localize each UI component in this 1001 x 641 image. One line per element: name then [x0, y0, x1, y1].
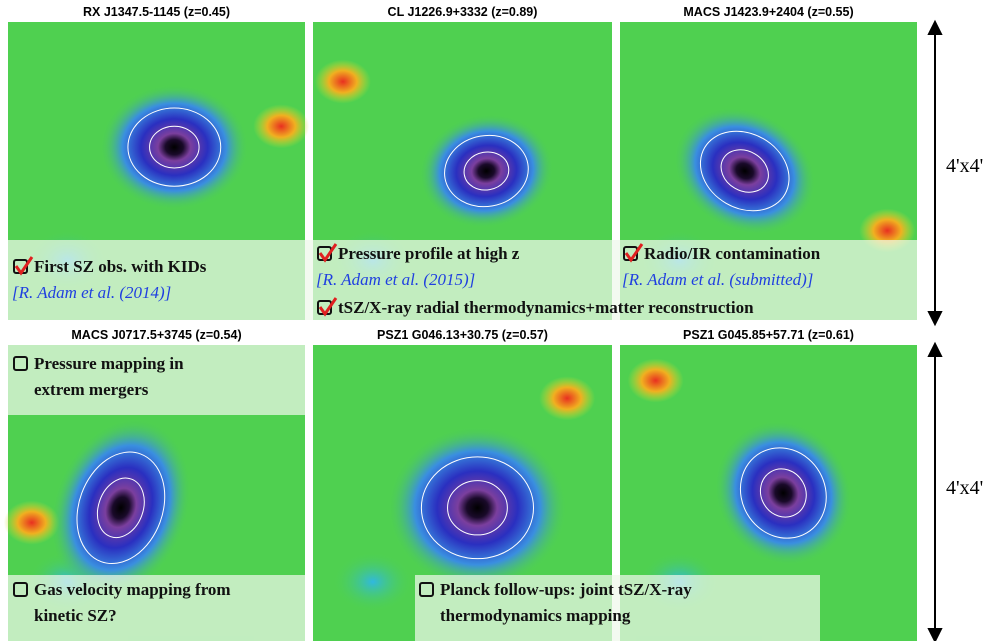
- scale-label: 4'x4': [946, 155, 983, 177]
- panel-title: MACS J0717.5+3745 (z=0.54): [71, 328, 241, 342]
- reference: [R. Adam et al. (2015)]: [316, 270, 475, 289]
- reference: [R. Adam et al. (2014)]: [12, 283, 171, 302]
- annotation-text: Planck follow-ups: joint tSZ/X-ray: [440, 580, 692, 599]
- map-feature: [539, 376, 595, 420]
- annotation-text: Gas velocity mapping from: [34, 580, 231, 599]
- map-feature: [253, 104, 309, 148]
- scale-arrows: [929, 22, 941, 641]
- annotation-text: Pressure mapping in: [34, 354, 184, 373]
- figure: RX J1347.5-1145 (z=0.45) CL J1226.9+3332 …: [0, 0, 1001, 641]
- cluster-signal: [388, 426, 567, 589]
- reference: [R. Adam et al. (submitted)]: [622, 270, 813, 289]
- map-feature: [333, 552, 413, 612]
- annotation-text: Radio/IR contamination: [644, 244, 821, 263]
- panel-title: RX J1347.5-1145 (z=0.45): [83, 5, 230, 19]
- cluster-signal: [100, 85, 249, 210]
- annotation-text: kinetic SZ?: [34, 606, 117, 625]
- scale-label: 4'x4': [946, 477, 983, 499]
- panel-title: CL J1226.9+3332 (z=0.89): [388, 5, 538, 19]
- panel-title: PSZ1 G046.13+30.75 (z=0.57): [377, 328, 548, 342]
- annotation-text: First SZ obs. with KIDs: [34, 257, 207, 276]
- annotation-text: tSZ/X-ray radial thermodynamics+matter r…: [338, 298, 754, 317]
- map-feature: [315, 60, 371, 104]
- annotation-text: extrem mergers: [34, 380, 149, 399]
- annotation-text: thermodynamics mapping: [440, 606, 631, 625]
- panel-title: PSZ1 G045.85+57.71 (z=0.61): [683, 328, 854, 342]
- annotation-text: Pressure profile at high z: [338, 244, 520, 263]
- panel-title: MACS J1423.9+2404 (z=0.55): [683, 5, 853, 19]
- map-feature: [628, 359, 684, 403]
